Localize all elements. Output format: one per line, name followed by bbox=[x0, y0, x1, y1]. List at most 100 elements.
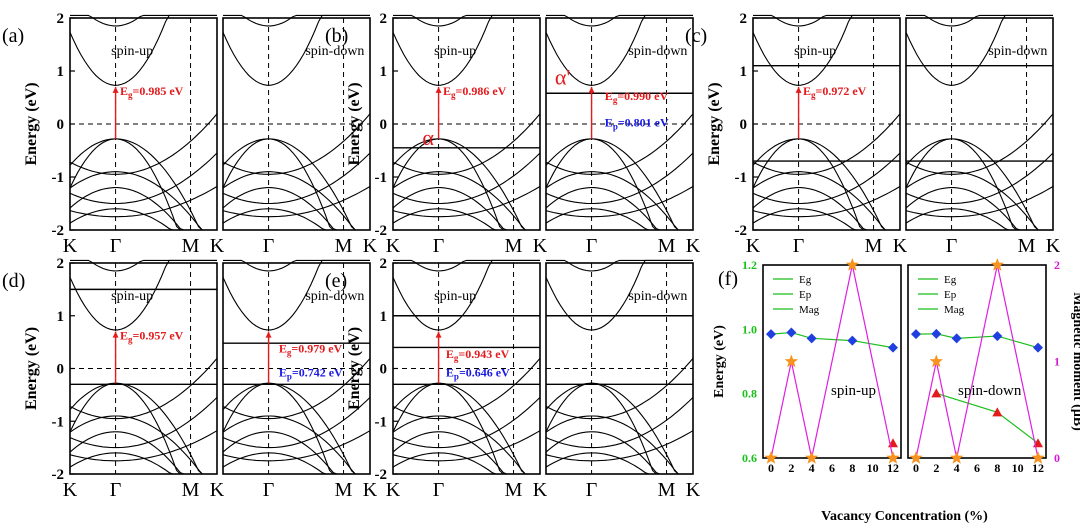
subplot-title: spin-up bbox=[831, 383, 876, 399]
subplot-frame bbox=[762, 264, 902, 459]
y-tick-label: 1 bbox=[380, 64, 388, 80]
x-tick-label: 8 bbox=[994, 461, 1000, 475]
spin-label: spin-up bbox=[111, 44, 153, 59]
legend-entry: Eg bbox=[944, 274, 957, 286]
valence-band-3 bbox=[905, 113, 1054, 175]
y-tick-label: 2 bbox=[57, 11, 65, 27]
right-y-axis-label: Magnetic moment (μB) bbox=[1070, 292, 1080, 431]
conduction-band-1 bbox=[223, 14, 370, 27]
k-point-label: M bbox=[1018, 235, 1036, 257]
eg-marker bbox=[847, 335, 858, 346]
y-tick-label: 1 bbox=[380, 309, 388, 325]
conduction-band-1 bbox=[70, 259, 217, 272]
valence-band-3 bbox=[69, 357, 218, 420]
spin-down-subpanel: spin-down Γ M K bbox=[545, 259, 701, 501]
eg-marker bbox=[1033, 342, 1043, 353]
y-tick-label: 2 bbox=[740, 11, 748, 27]
valence-band-2 bbox=[392, 415, 540, 475]
right-y-tick-label: 0 bbox=[1054, 451, 1060, 465]
legend-entry: Eg bbox=[799, 274, 812, 286]
x-tick-label: 12 bbox=[1032, 461, 1044, 475]
spin-down-subpanel: spin-down Γ M K bbox=[905, 14, 1061, 257]
k-point-label: K bbox=[386, 235, 401, 257]
subplot-frame bbox=[907, 264, 1047, 459]
gap-annotation: Eg=0.985 eV bbox=[120, 84, 184, 100]
valence-band-5 bbox=[752, 152, 901, 205]
valence-band-3 bbox=[222, 113, 371, 175]
valence-band-0 bbox=[545, 382, 693, 475]
y-tick-label: 0 bbox=[57, 117, 65, 133]
x-tick-label: 2 bbox=[788, 461, 794, 475]
x-tick-label: 2 bbox=[933, 461, 939, 475]
k-point-label: M bbox=[505, 479, 523, 501]
spin-down-subpanel: spin-down Γ M K bbox=[222, 14, 378, 257]
y-tick-label: -1 bbox=[52, 170, 65, 186]
valence-band-0 bbox=[545, 138, 693, 231]
y-tick-label: 2 bbox=[380, 11, 388, 27]
valence-band-5 bbox=[69, 152, 218, 205]
gap-arrow-head bbox=[112, 331, 119, 338]
subpanel-frame bbox=[392, 262, 541, 475]
k-point-label: K bbox=[533, 235, 548, 257]
y-tick-label: 1 bbox=[57, 309, 65, 325]
panel-label: (c) bbox=[685, 25, 707, 47]
alpha-prime-label: α' bbox=[555, 64, 571, 89]
alpha-label: α bbox=[422, 125, 434, 150]
k-point-label: Γ bbox=[433, 235, 445, 257]
valence-band-1 bbox=[905, 138, 1053, 231]
y-tick-label: 0 bbox=[740, 117, 748, 133]
k-point-label: K bbox=[363, 479, 378, 501]
y-tick-label: -2 bbox=[375, 223, 388, 239]
spin-label: spin-up bbox=[434, 44, 476, 59]
gap-annotation: Ep=0.742 eV bbox=[279, 365, 343, 381]
x-tick-label: 0 bbox=[768, 461, 774, 475]
valence-band-7 bbox=[905, 186, 1054, 218]
valence-band-7 bbox=[69, 430, 218, 462]
gap-annotation: Ep=0.646 eV bbox=[446, 365, 510, 381]
y-axis-label: Energy (eV) bbox=[346, 327, 363, 410]
y-tick-label: 1 bbox=[57, 64, 65, 80]
x-tick-label: 10 bbox=[1012, 461, 1024, 475]
k-point-label: K bbox=[686, 479, 701, 501]
spin-up-subpanel: spin-upK Γ M K bbox=[63, 259, 225, 501]
k-point-label: M bbox=[182, 479, 200, 501]
mag-marker bbox=[909, 451, 923, 464]
spin-label: spin-down bbox=[305, 44, 364, 59]
spin-down-subpanel: spin-down Γ M K bbox=[222, 259, 378, 501]
gap-annotation: Eg=0.957 eV bbox=[120, 328, 184, 344]
subpanel-frame bbox=[392, 17, 541, 231]
y-axis-label: Energy (eV) bbox=[23, 82, 40, 165]
y-tick-label: 0 bbox=[57, 362, 65, 378]
subpanel-frame bbox=[69, 17, 218, 231]
valence-band-3 bbox=[545, 113, 694, 175]
gap-arrow-head bbox=[265, 331, 272, 338]
y-tick-label: -2 bbox=[52, 467, 65, 483]
eg-marker bbox=[888, 342, 898, 353]
x-tick-label: 10 bbox=[867, 461, 879, 475]
k-point-label: M bbox=[658, 479, 676, 501]
valence-band-0 bbox=[392, 138, 540, 231]
y-tick-label: -1 bbox=[375, 414, 388, 430]
subplot-title: spin-down bbox=[958, 383, 1022, 399]
y-tick-label: 2 bbox=[57, 256, 65, 272]
spin-label: spin-down bbox=[628, 289, 687, 304]
valence-band-2 bbox=[905, 171, 1053, 231]
k-point-label: M bbox=[505, 235, 523, 257]
valence-band-5 bbox=[222, 152, 371, 205]
gap-arrow-head bbox=[795, 86, 802, 93]
ep-marker bbox=[992, 407, 1003, 417]
valence-band-4 bbox=[545, 187, 693, 231]
valence-band-4 bbox=[905, 187, 1053, 231]
gap-arrow-head bbox=[588, 86, 595, 93]
k-point-label: K bbox=[210, 235, 225, 257]
spin-label: spin-up bbox=[111, 289, 153, 304]
y-axis-label: Energy (eV) bbox=[706, 82, 723, 165]
subpanel-frame bbox=[69, 262, 218, 475]
gap-annotation: Eg=0.943 eV bbox=[446, 347, 510, 363]
y-tick-label: -2 bbox=[735, 223, 748, 239]
k-point-label: Γ bbox=[793, 235, 805, 257]
left-y-tick-label: 1.0 bbox=[742, 322, 757, 336]
y-axis-label: Energy (eV) bbox=[23, 327, 40, 410]
